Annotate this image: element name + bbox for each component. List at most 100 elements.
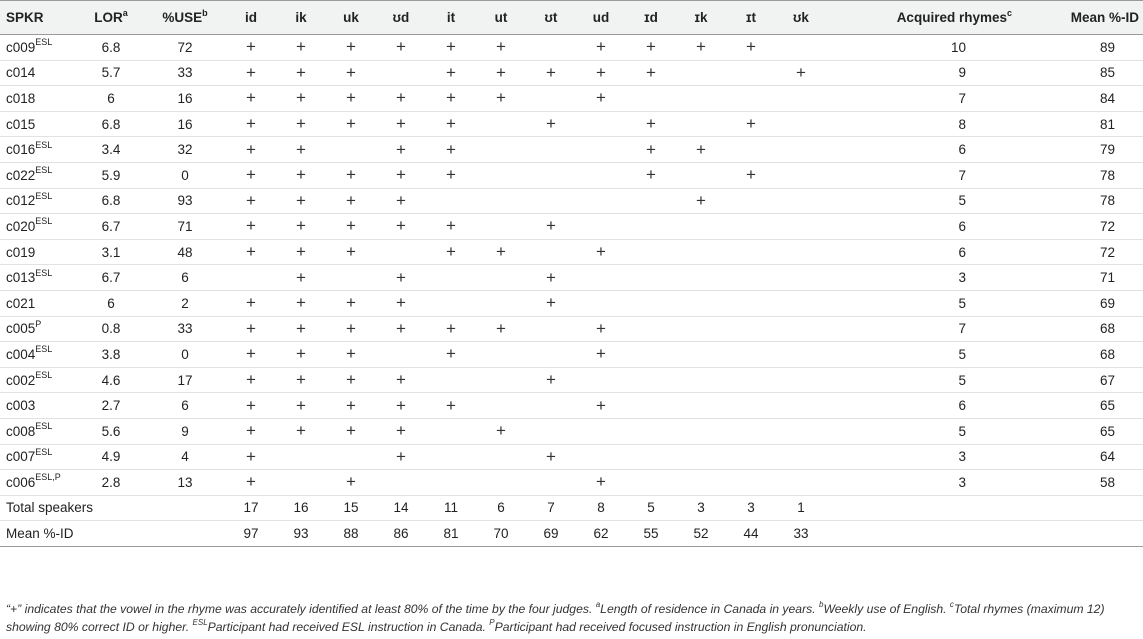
acquired-rhymes-cell: 7 [826, 85, 1036, 112]
rhyme-acquired-mark: + [376, 85, 426, 112]
speaker-id: c002 [6, 372, 36, 388]
rhyme-acquired-mark: + [476, 60, 526, 87]
column-header: ʊt [526, 0, 576, 35]
rhyme-empty-cell [676, 290, 726, 317]
rhyme-empty-cell [626, 341, 676, 368]
rhyme-empty-cell [776, 418, 826, 445]
rhyme-empty-cell [776, 85, 826, 112]
speaker-footnote-mark: ESL [35, 421, 53, 432]
rhyme-empty-cell [476, 136, 526, 163]
speaker-id: c018 [6, 90, 36, 106]
rhyme-empty-cell [776, 392, 826, 419]
acquired-rhymes-cell: 6 [826, 213, 1036, 240]
column-header-label: Mean %-ID [1070, 10, 1139, 25]
footnote-sup-a: a [595, 599, 601, 609]
rhyme-empty-cell [476, 392, 526, 419]
rhyme-acquired-mark: + [226, 316, 276, 343]
rhyme-acquired-mark: + [626, 60, 676, 87]
mean-id-cell: 65 [1036, 392, 1143, 419]
mean-id-cell: 68 [1036, 316, 1143, 343]
use-cell: 33 [144, 60, 226, 87]
column-header-label: ʊt [544, 10, 558, 25]
mean-id-row-value: 70 [476, 520, 526, 547]
use-cell: 93 [144, 188, 226, 215]
footnote-text-1: “+” indicates that the vowel in the rhym… [6, 602, 596, 616]
rhyme-empty-cell [476, 188, 526, 215]
speaker-id: c016 [6, 142, 36, 158]
rhyme-acquired-mark: + [326, 34, 376, 61]
rhyme-acquired-mark: + [676, 34, 726, 61]
rhyme-empty-cell [626, 316, 676, 343]
rhyme-acquired-mark: + [326, 316, 376, 343]
speaker-id-cell: c013ESL [0, 264, 78, 291]
rhyme-empty-cell [676, 316, 726, 343]
lor-cell: 6.8 [78, 111, 144, 138]
speaker-id-cell: c007ESL [0, 444, 78, 471]
rhyme-acquired-mark: + [576, 85, 626, 112]
rhyme-empty-cell [776, 162, 826, 189]
footnote-text-4: Total rhymes (maximum 12) showing 80% co… [6, 602, 1105, 634]
use-cell: 16 [144, 85, 226, 112]
mean-id-row-value: 69 [526, 520, 576, 547]
table-row: c009ESL 6.8 72 + + + + + + + + + +10 89 [0, 34, 1143, 61]
rhyme-acquired-mark: + [426, 60, 476, 87]
empty-cell [1036, 495, 1143, 522]
rhyme-empty-cell [576, 418, 626, 445]
use-cell: 6 [144, 392, 226, 419]
table-row: c021 6 2 + + + + +5 69 [0, 290, 1143, 317]
rhyme-acquired-mark: + [326, 213, 376, 240]
rhyme-acquired-mark: + [276, 85, 326, 112]
acquired-rhymes-cell: 5 [826, 367, 1036, 394]
rhyme-empty-cell [376, 341, 426, 368]
rhyme-empty-cell [576, 264, 626, 291]
rhyme-empty-cell [726, 60, 776, 87]
lor-cell: 6 [78, 290, 144, 317]
acquired-rhymes-cell: 6 [826, 392, 1036, 419]
column-header-footnote-mark: c [1006, 7, 1012, 18]
rhyme-empty-cell [426, 188, 476, 215]
rhyme-acquired-mark: + [326, 367, 376, 394]
lor-cell: 6.8 [78, 34, 144, 61]
rhyme-acquired-mark: + [426, 316, 476, 343]
rhyme-acquired-mark: + [426, 111, 476, 138]
rhyme-acquired-mark: + [376, 213, 426, 240]
rhyme-empty-cell [676, 392, 726, 419]
column-header: SPKR [0, 0, 78, 35]
rhyme-acquired-mark: + [226, 367, 276, 394]
mean-id-row-value: 62 [576, 520, 626, 547]
rhyme-empty-cell [376, 239, 426, 266]
use-cell: 9 [144, 418, 226, 445]
rhyme-empty-cell [726, 188, 776, 215]
rhyme-empty-cell [576, 290, 626, 317]
speaker-id-cell: c014 [0, 60, 78, 87]
rhyme-acquired-mark: + [576, 341, 626, 368]
rhyme-acquired-mark: + [326, 239, 376, 266]
total-speakers-row-value: 6 [476, 495, 526, 522]
column-header-label: Acquired rhymes [896, 10, 1007, 25]
column-header-label: id [245, 10, 257, 25]
total-speakers-row-value: 15 [326, 495, 376, 522]
mean-id-row-value: 44 [726, 520, 776, 547]
rhyme-empty-cell [476, 264, 526, 291]
rhyme-acquired-mark: + [776, 60, 826, 87]
speaker-footnote-mark: ESL [35, 216, 53, 227]
rhyme-empty-cell [676, 239, 726, 266]
mean-id-cell: 71 [1036, 264, 1143, 291]
rhyme-acquired-mark: + [626, 111, 676, 138]
rhyme-acquired-mark: + [376, 34, 426, 61]
rhyme-empty-cell [626, 392, 676, 419]
rhyme-empty-cell [626, 264, 676, 291]
rhyme-acquired-mark: + [226, 418, 276, 445]
rhyme-acquired-mark: + [276, 213, 326, 240]
rhyme-acquired-mark: + [476, 239, 526, 266]
rhyme-acquired-mark: + [426, 392, 476, 419]
mean-id-row-value: 81 [426, 520, 476, 547]
total-speakers-row: Total speakers 17 16 15 14 11 6 7 8 5 3 3 1 [0, 495, 1143, 522]
speaker-id-cell: c018 [0, 85, 78, 112]
use-cell: 33 [144, 316, 226, 343]
speaker-id: c013 [6, 270, 36, 286]
mean-id-row-value: 33 [776, 520, 826, 547]
use-cell: 71 [144, 213, 226, 240]
rhyme-acquired-mark: + [226, 34, 276, 61]
mean-id-cell: 69 [1036, 290, 1143, 317]
